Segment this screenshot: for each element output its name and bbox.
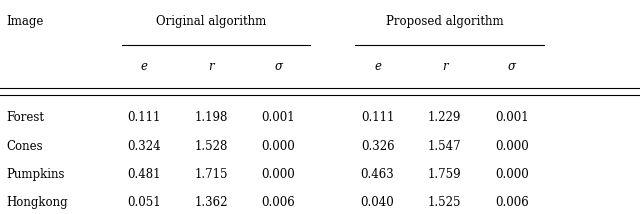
Text: 0.001: 0.001 — [262, 111, 295, 124]
Text: σ: σ — [508, 60, 516, 73]
Text: 0.463: 0.463 — [361, 168, 394, 181]
Text: e: e — [141, 60, 147, 73]
Text: 0.000: 0.000 — [495, 168, 529, 181]
Text: 0.481: 0.481 — [127, 168, 161, 181]
Text: 0.326: 0.326 — [361, 140, 394, 153]
Text: 1.715: 1.715 — [195, 168, 228, 181]
Text: 0.001: 0.001 — [495, 111, 529, 124]
Text: Hongkong: Hongkong — [6, 196, 68, 209]
Text: 1.362: 1.362 — [195, 196, 228, 209]
Text: e: e — [374, 60, 381, 73]
Text: 1.547: 1.547 — [428, 140, 461, 153]
Text: Forest: Forest — [6, 111, 44, 124]
Text: r: r — [442, 60, 447, 73]
Text: Proposed algorithm: Proposed algorithm — [386, 15, 504, 28]
Text: 1.229: 1.229 — [428, 111, 461, 124]
Text: Image: Image — [6, 15, 44, 28]
Text: r: r — [209, 60, 214, 73]
Text: 0.000: 0.000 — [262, 140, 295, 153]
Text: 0.000: 0.000 — [262, 168, 295, 181]
Text: Original algorithm: Original algorithm — [156, 15, 266, 28]
Text: Cones: Cones — [6, 140, 43, 153]
Text: 0.040: 0.040 — [361, 196, 394, 209]
Text: 0.111: 0.111 — [127, 111, 161, 124]
Text: 0.006: 0.006 — [495, 196, 529, 209]
Text: 0.000: 0.000 — [495, 140, 529, 153]
Text: 1.759: 1.759 — [428, 168, 461, 181]
Text: 0.111: 0.111 — [361, 111, 394, 124]
Text: Pumpkins: Pumpkins — [6, 168, 65, 181]
Text: 0.324: 0.324 — [127, 140, 161, 153]
Text: 0.006: 0.006 — [262, 196, 295, 209]
Text: σ: σ — [275, 60, 282, 73]
Text: 0.051: 0.051 — [127, 196, 161, 209]
Text: 1.528: 1.528 — [195, 140, 228, 153]
Text: 1.525: 1.525 — [428, 196, 461, 209]
Text: 1.198: 1.198 — [195, 111, 228, 124]
